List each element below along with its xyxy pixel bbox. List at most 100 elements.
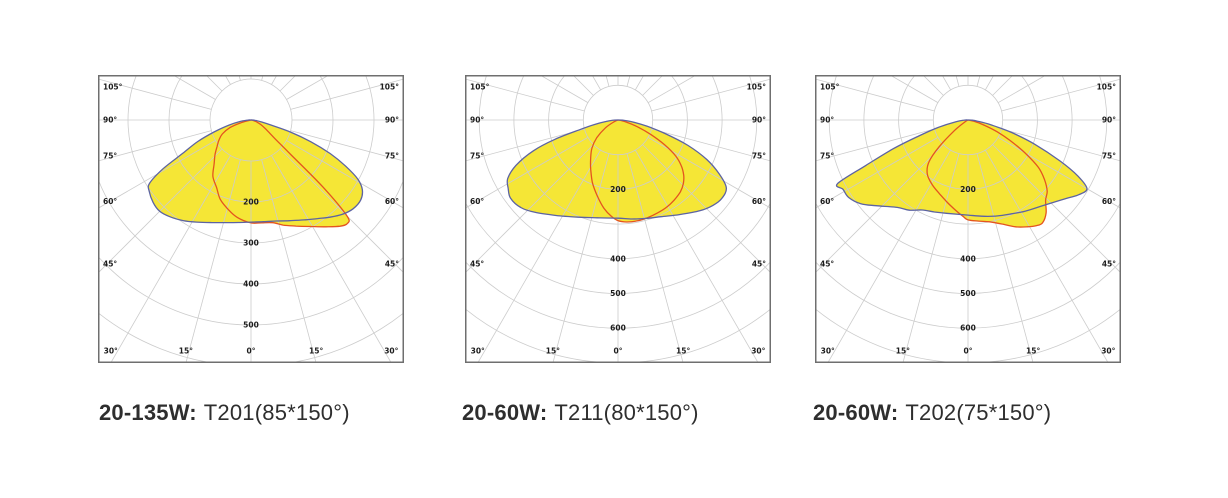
angle-label-left-105: 105° bbox=[820, 83, 840, 92]
caption-2-model: T211(80*150°) bbox=[554, 400, 699, 425]
grid-ray bbox=[99, 130, 212, 162]
ring-label-200: 200 bbox=[243, 198, 259, 207]
panel-border bbox=[98, 75, 404, 363]
grid-ray bbox=[997, 137, 1120, 209]
angle-label-left-105: 105° bbox=[470, 83, 490, 92]
caption-3-model: T202(75*150°) bbox=[905, 400, 1052, 425]
grid-ray bbox=[466, 137, 589, 209]
angle-label-right-105: 105° bbox=[380, 83, 400, 92]
grid-ray bbox=[466, 128, 585, 162]
grid-ray bbox=[1001, 78, 1120, 112]
ring-label-400: 400 bbox=[610, 254, 626, 263]
angle-label-bottom-0: 0° bbox=[614, 347, 623, 356]
grid-ray bbox=[642, 144, 770, 273]
narrow-beam-curve bbox=[212, 119, 350, 228]
grid-ray bbox=[99, 78, 212, 110]
panel-border bbox=[465, 75, 771, 363]
wide-beam-curve bbox=[506, 119, 727, 220]
grid-ray bbox=[110, 155, 231, 362]
caption-1-power-range: 20-135W: bbox=[99, 400, 197, 425]
polar-chart-svg-3: 200 400 500 600 105° 105° 90° 90° 75° 75° 60° 60° 45… bbox=[815, 75, 1121, 363]
angle-label-right-90: 90° bbox=[752, 116, 766, 125]
wide-beam-curve bbox=[147, 119, 364, 224]
angle-label-left-90: 90° bbox=[470, 116, 484, 125]
grid-ray bbox=[984, 149, 1109, 362]
grid-ray bbox=[902, 153, 960, 362]
angle-label-left-75: 75° bbox=[470, 151, 484, 160]
polar-chart-svg-2: 200 400 500 600 105° 105° 90° 90° 75° 75° 60° 60° 45… bbox=[465, 75, 771, 363]
polar-diagram-2: 200 400 500 600 105° 105° 90° 90° 75° 75° 60° 60° 45… bbox=[465, 75, 771, 363]
angle-label-bottom-30L: 30° bbox=[471, 347, 485, 356]
angle-label-left-75: 75° bbox=[103, 151, 117, 160]
angle-label-bottom-30L: 30° bbox=[821, 347, 835, 356]
grid-ray bbox=[290, 130, 403, 162]
angle-label-bottom-15L: 15° bbox=[546, 347, 560, 356]
grid-ray bbox=[647, 137, 770, 209]
grid-ray bbox=[466, 144, 594, 273]
angle-label-right-45: 45° bbox=[385, 260, 399, 269]
ring-label-200: 200 bbox=[960, 185, 976, 194]
ring-label-600: 600 bbox=[960, 324, 976, 333]
plot-area bbox=[99, 76, 403, 362]
angle-label-right-75: 75° bbox=[1102, 151, 1116, 160]
angle-label-right-75: 75° bbox=[385, 151, 399, 160]
grid-ray bbox=[634, 149, 759, 362]
angle-label-bottom-15L: 15° bbox=[179, 347, 193, 356]
grid-ray bbox=[99, 148, 223, 273]
angle-label-left-60: 60° bbox=[820, 197, 834, 206]
plot-area bbox=[466, 76, 770, 362]
grid-ray bbox=[816, 128, 935, 162]
narrow-beam-fill bbox=[590, 120, 684, 222]
panel-border bbox=[815, 75, 1121, 363]
angle-label-left-60: 60° bbox=[470, 197, 484, 206]
angle-label-right-105: 105° bbox=[747, 83, 767, 92]
angle-label-left-90: 90° bbox=[103, 116, 117, 125]
angle-label-right-105: 105° bbox=[1097, 83, 1117, 92]
grid-ray bbox=[279, 148, 403, 273]
angle-label-bottom-15R: 15° bbox=[309, 347, 323, 356]
ring-label-500: 500 bbox=[960, 289, 976, 298]
angle-label-right-60: 60° bbox=[1102, 197, 1116, 206]
angle-label-bottom-30L: 30° bbox=[104, 347, 118, 356]
angle-label-right-45: 45° bbox=[1102, 260, 1116, 269]
ring-label-500: 500 bbox=[610, 289, 626, 298]
angle-label-left-45: 45° bbox=[470, 260, 484, 269]
grid-ray bbox=[477, 149, 601, 362]
grid-ray bbox=[626, 153, 684, 362]
caption-2-power-range: 20-60W: bbox=[462, 400, 548, 425]
ring-label-600: 600 bbox=[610, 324, 626, 333]
ring-label-400: 400 bbox=[960, 254, 976, 263]
narrow-beam-fill bbox=[212, 120, 350, 227]
caption-1-model: T201(85*150°) bbox=[203, 400, 350, 425]
grid-ray bbox=[651, 128, 770, 162]
angle-label-left-75: 75° bbox=[820, 151, 834, 160]
angle-label-right-90: 90° bbox=[385, 116, 399, 125]
grid-ray bbox=[816, 144, 944, 273]
angle-label-bottom-0: 0° bbox=[964, 347, 973, 356]
wide-beam-curve bbox=[835, 119, 1088, 217]
caption-1: 20-135W: T201(85*150°) bbox=[99, 400, 350, 426]
ring-label-400: 400 bbox=[243, 280, 259, 289]
grid-ray bbox=[816, 78, 935, 112]
grid-ray bbox=[827, 149, 951, 362]
narrow-beam-curve bbox=[589, 119, 685, 223]
grid-ray bbox=[651, 78, 770, 112]
angle-label-bottom-15L: 15° bbox=[896, 347, 910, 356]
angle-label-right-90: 90° bbox=[1102, 116, 1116, 125]
angle-label-bottom-15R: 15° bbox=[1026, 347, 1040, 356]
angle-label-bottom-30R: 30° bbox=[751, 347, 765, 356]
polar-diagram-3: 200 400 500 600 105° 105° 90° 90° 75° 75° 60° 60° 45… bbox=[815, 75, 1121, 363]
grid-ray bbox=[1001, 128, 1120, 162]
angle-label-bottom-30R: 30° bbox=[384, 347, 398, 356]
polar-diagram-1: 200 300 400 500 105° 105° 90° 90° 75° 75° 60° 60° 45… bbox=[98, 75, 404, 363]
caption-3-power-range: 20-60W: bbox=[813, 400, 899, 425]
ring-label-200: 200 bbox=[610, 185, 626, 194]
grid-ray bbox=[290, 78, 403, 110]
angle-label-left-45: 45° bbox=[103, 260, 117, 269]
polar-grid bbox=[816, 76, 1120, 362]
plot-area bbox=[816, 76, 1120, 362]
angle-label-bottom-30R: 30° bbox=[1101, 347, 1115, 356]
tick-labels: 200 400 500 600 105° 105° 90° 90° 75° 75° 60° 60° 45… bbox=[470, 83, 766, 356]
angle-label-right-75: 75° bbox=[752, 151, 766, 160]
narrow-beam-curve bbox=[926, 119, 1048, 228]
